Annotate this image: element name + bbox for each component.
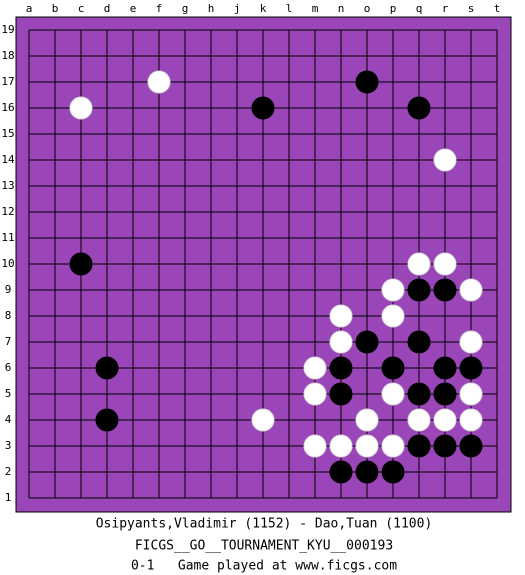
black-stone [407,382,431,406]
column-label: h [208,2,215,15]
column-label: o [364,2,371,15]
black-stone [69,252,93,276]
white-stone [147,70,171,94]
black-stone [407,278,431,302]
column-label: e [130,2,137,15]
white-stone [407,252,431,276]
column-label: r [442,2,449,15]
black-stone [433,356,457,380]
black-stone [407,330,431,354]
white-stone [355,434,379,458]
black-stone [251,96,275,120]
black-stone [355,460,379,484]
column-label: d [104,2,111,15]
column-label: g [182,2,189,15]
row-label: 7 [5,335,12,348]
column-label: t [494,2,501,15]
row-label: 13 [1,179,14,192]
black-stone [381,460,405,484]
white-stone [303,356,327,380]
black-stone [355,330,379,354]
column-label: m [312,2,319,15]
white-stone [433,252,457,276]
row-label: 10 [1,257,14,270]
white-stone [329,304,353,328]
row-label: 3 [5,439,12,452]
black-stone [329,356,353,380]
row-label: 11 [1,231,14,244]
column-label: a [26,2,33,15]
white-stone [381,434,405,458]
white-stone [459,408,483,432]
black-stone [433,434,457,458]
row-label: 16 [1,101,14,114]
black-stone [381,356,405,380]
column-label: k [260,2,267,15]
column-label: f [156,2,163,15]
white-stone [433,408,457,432]
white-stone [329,434,353,458]
black-stone [459,434,483,458]
white-stone [69,96,93,120]
column-label: s [468,2,475,15]
row-label: 18 [1,49,14,62]
white-stone [355,408,379,432]
row-label: 6 [5,361,12,374]
white-stone [303,434,327,458]
column-label: b [52,2,59,15]
row-label: 8 [5,309,12,322]
white-stone [251,408,275,432]
result: 0-1 Game played at www.ficgs.com [131,559,397,574]
event: FICGS__GO__TOURNAMENT_KYU__000193 [135,539,393,554]
white-stone [459,278,483,302]
black-stone [407,434,431,458]
row-label: 15 [1,127,14,140]
players: Osipyants,Vladimir (1152) - Dao,Tuan (11… [96,517,433,532]
black-stone [95,408,119,432]
white-stone [329,330,353,354]
column-label: p [390,2,397,15]
row-label: 5 [5,387,12,400]
row-label: 2 [5,465,12,478]
black-stone [355,70,379,94]
black-stone [329,460,353,484]
row-label: 17 [1,75,14,88]
column-label: l [286,2,293,15]
white-stone [459,330,483,354]
black-stone [95,356,119,380]
black-stone [329,382,353,406]
row-label: 19 [1,23,14,36]
white-stone [381,382,405,406]
white-stone [303,382,327,406]
black-stone [407,96,431,120]
row-label: 14 [1,153,15,166]
column-label: q [416,2,423,15]
column-label: n [338,2,345,15]
row-label: 12 [1,205,14,218]
white-stone [381,278,405,302]
white-stone [459,382,483,406]
white-stone [407,408,431,432]
column-label: c [78,2,85,15]
white-stone [381,304,405,328]
black-stone [433,278,457,302]
column-label: j [234,2,241,15]
black-stone [433,382,457,406]
row-label: 9 [5,283,12,296]
white-stone [433,148,457,172]
black-stone [459,356,483,380]
row-label: 1 [5,491,12,504]
row-label: 4 [5,413,12,426]
